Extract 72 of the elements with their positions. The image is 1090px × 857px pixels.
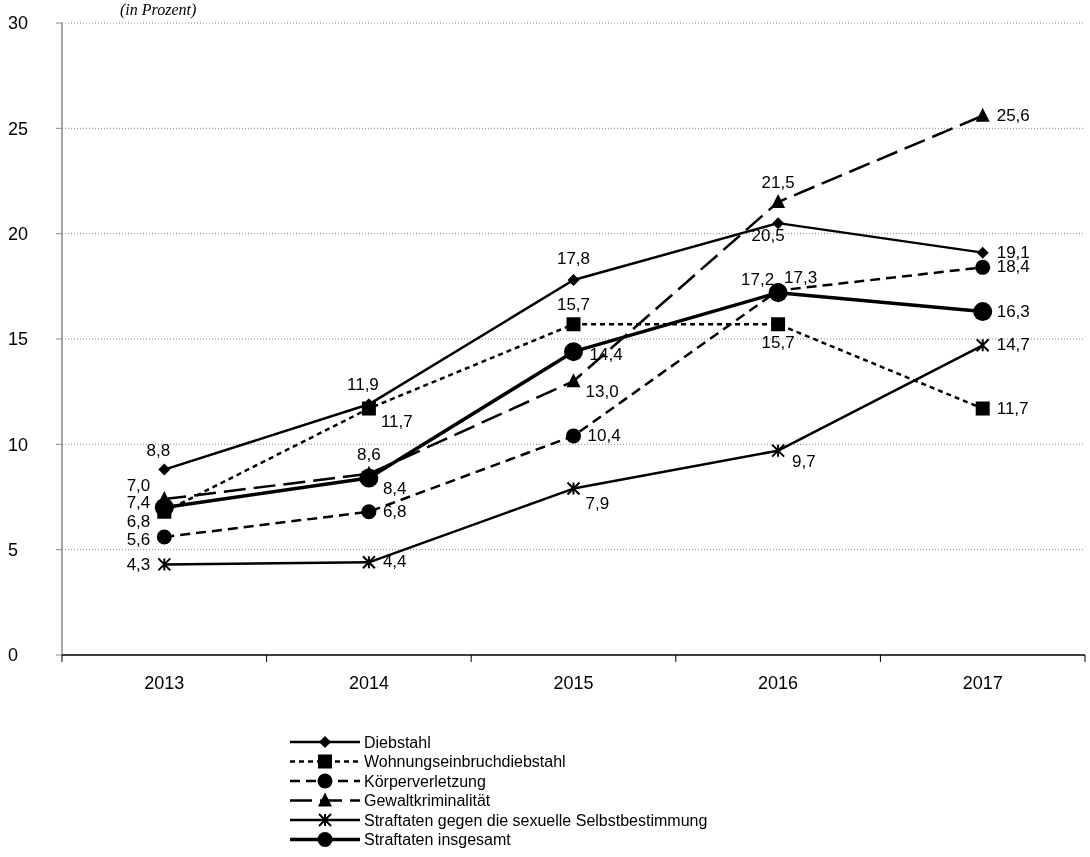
data-label: 4,4: [382, 552, 407, 572]
point: [771, 443, 786, 458]
x-tick-label: 2015: [553, 673, 594, 693]
legend-label: Gewaltkriminalität: [364, 792, 491, 810]
data-label: 13,0: [585, 382, 619, 402]
point: [359, 468, 379, 488]
legend-label: Straftaten insgesamt: [364, 831, 512, 849]
y-tick-label: 25: [8, 118, 29, 139]
legend-label: Diebstahl: [364, 733, 431, 751]
point: [157, 557, 172, 572]
x-tick-label: 2014: [348, 673, 389, 693]
point: [772, 217, 785, 230]
x-tick-label: 2013: [144, 673, 185, 693]
y-tick-label: 5: [8, 539, 19, 560]
point: [361, 401, 376, 416]
data-label: 14,7: [996, 335, 1030, 355]
point: [975, 107, 990, 122]
data-label: 5,6: [126, 530, 151, 550]
data-label: 8,8: [146, 440, 171, 460]
data-label: 14,4: [589, 344, 623, 364]
data-label: 4,3: [126, 555, 151, 575]
y-tick-label: 10: [8, 434, 29, 455]
point: [566, 481, 581, 496]
point: [361, 504, 377, 520]
data-label: 8,4: [382, 479, 407, 499]
data-label: 17,3: [784, 267, 818, 287]
chart-subtitle: (in Prozent): [120, 1, 197, 19]
point: [976, 246, 989, 259]
data-label: 19,1: [996, 242, 1030, 262]
data-label: 20,5: [751, 226, 785, 246]
data-label: 17,8: [556, 249, 591, 269]
data-label: 16,3: [996, 301, 1030, 321]
data-label: 21,5: [761, 173, 795, 193]
point: [567, 274, 580, 287]
point: [771, 317, 786, 332]
point: [361, 555, 376, 570]
point: [975, 401, 990, 416]
data-label: 11,7: [380, 411, 413, 431]
legend-label: Straftaten gegen die sexuelle Selbstbestimmung: [364, 811, 708, 829]
x-tick-label: 2016: [758, 673, 799, 693]
data-label: 7,9: [585, 493, 610, 513]
data-label: 11,7: [996, 398, 1029, 418]
y-tick-label: 30: [8, 13, 29, 34]
point: [566, 428, 581, 444]
x-tick-label: 2017: [962, 673, 1003, 693]
point: [771, 194, 786, 209]
y-tick-label: 0: [8, 645, 19, 666]
y-tick-label: 15: [8, 329, 29, 350]
data-label: 7,0: [126, 475, 151, 495]
point: [564, 342, 583, 362]
data-label: 7,4: [126, 493, 151, 513]
data-label: 11,9: [346, 375, 379, 395]
data-label: 17,2: [741, 269, 775, 289]
legend-label: Körperverletzung: [364, 772, 486, 790]
point: [975, 259, 991, 275]
point: [156, 529, 172, 545]
point: [975, 338, 990, 353]
data-label: 6,8: [382, 501, 407, 521]
data-label: 15,7: [761, 333, 795, 353]
point: [154, 498, 174, 518]
point: [566, 317, 581, 332]
point: [973, 302, 993, 322]
data-label: 15,7: [556, 295, 591, 315]
data-label: 10,4: [587, 425, 621, 445]
data-label: 25,6: [996, 105, 1030, 125]
point: [566, 373, 581, 388]
point: [158, 463, 171, 476]
legend-label: Wohnungseinbruchdiebstahl: [364, 753, 566, 771]
data-label: 9,7: [792, 451, 816, 471]
data-label: 6,8: [126, 511, 151, 531]
data-label: 8,6: [357, 444, 381, 464]
y-tick-label: 20: [8, 223, 29, 244]
